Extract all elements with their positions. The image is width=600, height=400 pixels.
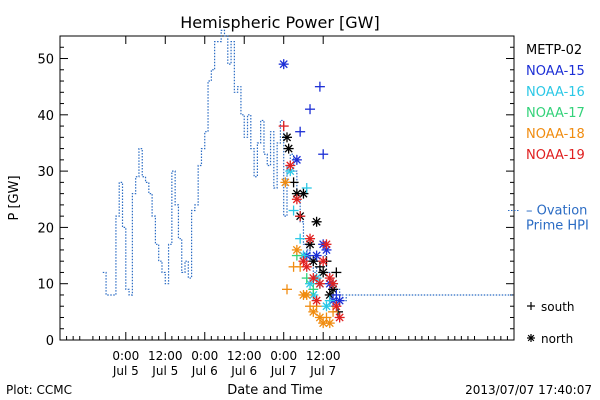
marker-legend-south: south [527,300,575,314]
data-point [321,301,332,312]
y-tick-label: 30 [37,165,54,180]
data-point [305,233,316,244]
data-point [301,261,312,272]
legend-entry: NOAA-16 [526,85,585,100]
data-point [308,284,319,295]
x-tick-time: 0:00 [112,349,139,363]
data-point [334,312,345,323]
x-tick-date: Jul 5 [112,364,139,378]
data-point [301,289,312,300]
data-point [295,233,306,244]
data-point [285,160,296,171]
y-axis-label: P [GW] [7,175,22,220]
legend-entry: NOAA-18 [526,127,585,142]
data-point [331,289,342,300]
data-point [334,295,345,306]
x-tick-date: Jul 6 [230,364,257,378]
data-point [318,267,329,278]
data-point [283,143,294,154]
legend-entry: NOAA-15 [526,64,585,79]
plot-timestamp: 2013/07/07 17:40:07 [465,383,592,397]
data-point [280,177,291,188]
data-point [291,154,302,165]
data-point [282,132,292,143]
data-point [311,216,322,227]
data-point [318,318,329,329]
data-point [298,188,309,199]
data-point [278,121,289,132]
x-tick-time: 12:00 [306,349,341,363]
data-point [278,59,289,70]
legend-entry: METP-02 [526,43,582,58]
data-point [308,256,319,267]
legend-entry: NOAA-17 [526,106,585,121]
data-point [311,250,322,261]
data-point [282,284,292,295]
x-axis-label: Date and Time [227,383,323,398]
data-point [324,273,335,284]
x-tick-date: Jul 5 [151,364,178,378]
data-point [314,81,325,92]
legend-entry: NOAA-19 [526,148,585,163]
data-point [305,104,316,115]
data-point [298,256,309,267]
x-tick-date: Jul 7 [270,364,297,378]
ovation-legend-label: – Ovation [526,204,587,219]
y-tick-label: 20 [37,221,54,236]
plot-credit: Plot: CCMC [6,383,72,397]
data-point [328,306,339,317]
data-point [295,126,306,137]
legend: METP-02 NOAA-15 NOAA-16 NOAA-17 NOAA-18 NOAA-… [508,43,589,346]
x-tick-time: 12:00 [227,349,262,363]
chart-title: Hemispheric Power [GW] [180,13,379,32]
marker-legend-north: north [527,332,573,346]
data-point [301,183,312,193]
data-point [291,244,302,255]
data-point [324,318,335,329]
ovation-legend-label: Prime HPI [526,219,589,234]
ovation-prime-line [102,29,514,302]
data-point [291,194,302,205]
data-point [318,256,329,267]
data-point [314,278,325,289]
data-point [321,239,332,250]
plot-frame [59,35,515,341]
x-tick-date: Jul 6 [191,364,218,378]
marker-legend-label: north [541,332,573,346]
data-point [324,295,335,306]
x-tick-time: 0:00 [191,349,218,363]
data-point [318,149,329,160]
data-point [308,273,319,284]
data-point [308,306,319,317]
data-point [295,211,306,222]
data-point [321,312,332,323]
data-point [331,267,342,278]
data-point [331,301,342,312]
y-tick-label: 0 [46,334,54,349]
marker-legend-label: south [541,300,575,314]
y-tick-label: 10 [37,278,54,293]
data-point [311,295,322,306]
y-tick-label: 40 [37,109,54,124]
x-tick-time: 0:00 [270,349,297,363]
data-point [314,261,325,272]
data-point [328,278,339,289]
x-tick-date: Jul 7 [309,364,336,378]
y-tick-label: 50 [37,53,54,68]
data-point [305,278,316,289]
ovation-series [102,29,514,302]
x-tick-time: 12:00 [148,349,183,363]
data-point [288,205,299,216]
satellite-points [278,59,345,329]
